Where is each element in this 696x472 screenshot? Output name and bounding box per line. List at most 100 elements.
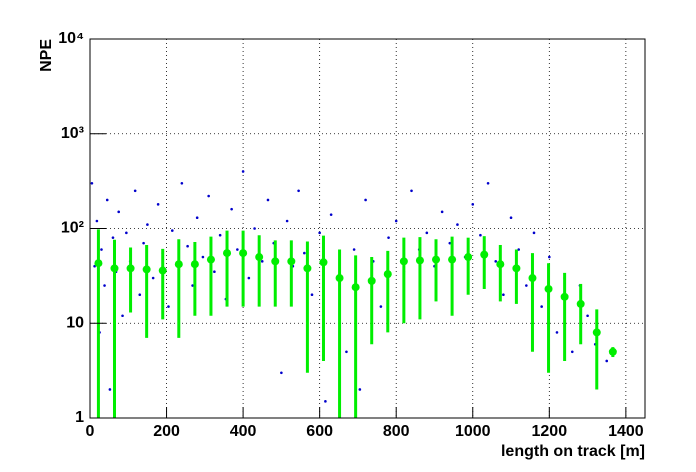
scatter-point <box>156 203 160 206</box>
x-tick-label: 1400 <box>608 423 644 440</box>
scatter-point <box>540 305 543 308</box>
profile-point <box>142 265 151 274</box>
scatter-point <box>146 223 149 226</box>
scatter-point <box>253 227 256 230</box>
scatter-point <box>324 400 327 403</box>
scatter-point <box>191 284 194 287</box>
profile-point <box>480 250 489 259</box>
scatter-point <box>108 388 112 391</box>
scatter-point <box>440 210 444 214</box>
scatter-point <box>456 223 459 226</box>
scatter-point <box>310 293 314 297</box>
scatter-point <box>90 181 94 185</box>
profile-point <box>158 266 167 275</box>
scatter-point <box>525 284 528 287</box>
scatter-point <box>410 189 413 193</box>
scatter-point <box>230 207 233 211</box>
scatter-point <box>133 189 137 193</box>
profile-point <box>271 257 280 266</box>
scatter-point <box>170 229 174 232</box>
scatter-point <box>555 331 559 334</box>
scatter-point <box>394 219 398 223</box>
x-tick-label: 400 <box>230 423 257 440</box>
x-tick-label: 800 <box>383 423 410 440</box>
x-tick-label: 1200 <box>532 423 568 440</box>
scatter-point <box>471 203 475 206</box>
scatter-point <box>103 284 106 287</box>
scatter-point <box>125 231 128 235</box>
profile-point <box>351 283 360 292</box>
profile-point <box>415 256 424 265</box>
scatter-point <box>95 219 99 223</box>
scatter-point <box>352 248 356 251</box>
y-tick-label: 10³ <box>61 125 84 142</box>
profile-point <box>319 258 328 267</box>
scatter-point <box>207 194 210 198</box>
scatter-point <box>494 260 498 263</box>
scatter-point <box>532 231 536 235</box>
x-tick-label: 600 <box>306 423 333 440</box>
scatter-point <box>425 231 429 235</box>
scatter-point <box>329 213 333 216</box>
y-tick-label: 10² <box>61 220 84 237</box>
scatter-point <box>100 248 103 251</box>
scatter-point <box>260 260 264 263</box>
scatter-point <box>605 359 609 363</box>
profile-point <box>448 255 457 264</box>
profile-point <box>399 257 408 266</box>
scatter-point <box>266 198 270 202</box>
scatter-point <box>121 314 124 318</box>
scatter-point <box>345 350 348 354</box>
scatter-point <box>280 371 283 375</box>
profile-point <box>255 253 264 262</box>
profile-point <box>239 249 248 258</box>
scatter-point <box>509 216 513 220</box>
scatter-point <box>285 219 289 223</box>
profile-point <box>126 264 135 273</box>
scatter-point <box>570 350 574 354</box>
y-tick-label: 1 <box>75 409 84 426</box>
scatter-point <box>502 293 505 297</box>
scatter-point <box>303 251 306 255</box>
x-tick-label: 0 <box>86 423 95 440</box>
scatter-point <box>297 189 300 193</box>
profile-point <box>528 274 537 283</box>
scatter-point <box>548 255 551 259</box>
profile-point <box>608 347 617 356</box>
scatter-point <box>167 305 170 308</box>
x-tick-label: 1000 <box>455 423 491 440</box>
profile-point <box>432 255 441 264</box>
scatter-point <box>195 216 199 220</box>
profile-point <box>383 270 392 279</box>
profile-point <box>94 259 103 268</box>
scatter-point <box>486 181 490 185</box>
profile-point <box>335 274 344 283</box>
scatter-point <box>387 236 390 239</box>
profile-point <box>464 253 473 262</box>
scatter-point <box>117 210 121 214</box>
scatter-point <box>517 248 520 251</box>
y-tick-label: 10 <box>66 314 84 331</box>
scatter-point <box>151 276 155 280</box>
scatter-point <box>180 181 184 185</box>
scatter-point <box>111 236 115 239</box>
scatter-point <box>105 198 109 202</box>
profile-point <box>544 284 553 293</box>
profile-point <box>512 264 521 273</box>
scatter-point <box>186 244 189 248</box>
profile-point <box>174 260 183 269</box>
scatter-point <box>142 241 145 245</box>
profile-point <box>303 264 312 273</box>
profile-point <box>190 260 199 269</box>
scatter-point <box>201 255 205 259</box>
profile-point <box>206 255 215 264</box>
marks <box>90 170 617 418</box>
scatter-point <box>586 314 589 318</box>
profile-point <box>287 257 296 266</box>
y-axis-label: NPE <box>38 39 55 72</box>
scatter-point <box>218 233 222 237</box>
scatter-point <box>247 276 251 280</box>
profile-point <box>496 260 505 269</box>
